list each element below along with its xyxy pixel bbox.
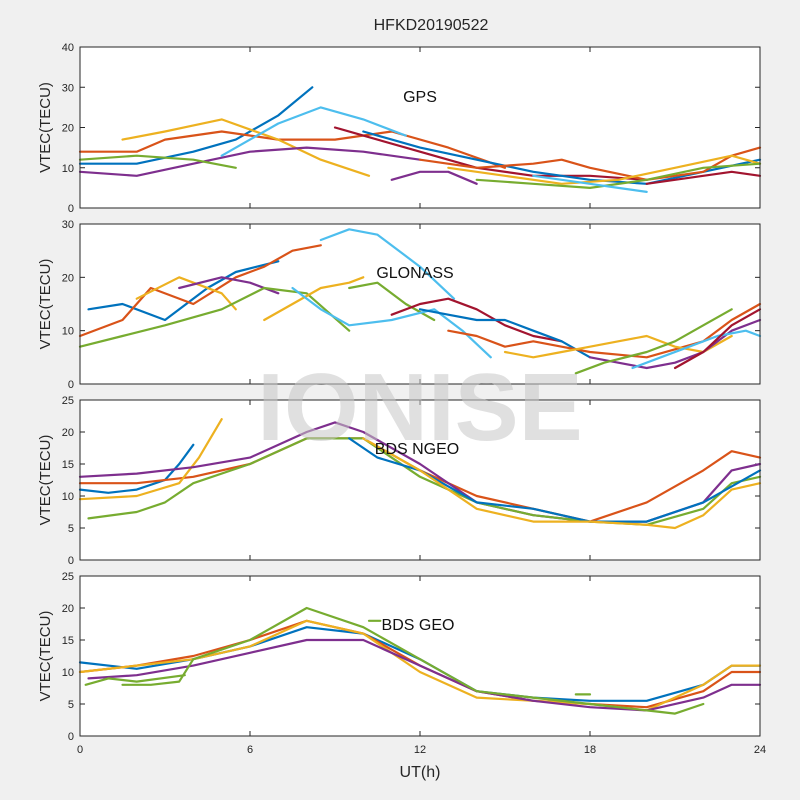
series-line-2 [135, 276, 237, 311]
series-line-9 [447, 154, 762, 185]
y-tick-label: 5 [68, 523, 74, 535]
y-axis-label: VTEC(TECU) [37, 435, 54, 526]
series-line-3 [87, 638, 762, 712]
series-line-5 [220, 106, 407, 157]
y-tick-label: 10 [62, 326, 74, 338]
y-tick-label: 20 [62, 427, 74, 439]
series-line-13 [588, 318, 762, 370]
series-line-12 [532, 174, 648, 193]
series-line-5 [348, 437, 762, 523]
series-line-0 [87, 260, 280, 322]
y-tick-label: 0 [68, 731, 74, 743]
panel-gps: 0 10 20 30 40 GPS VTEC(TECU) [37, 42, 762, 215]
plot-area [80, 400, 760, 560]
series-line-9 [390, 297, 563, 343]
watermark: IONISE [257, 354, 582, 461]
y-tick-label: 0 [68, 203, 74, 215]
series-line-2 [121, 118, 371, 177]
series-line-4 [78, 286, 351, 348]
x-tick-label: 18 [584, 744, 596, 756]
y-tick-label: 30 [62, 82, 74, 94]
y-tick-label: 30 [62, 219, 74, 231]
x-tick-label: 0 [77, 744, 83, 756]
y-tick-label: 5 [68, 699, 74, 711]
panel-title: BDS GEO [382, 617, 455, 634]
panel-bds-ngeo: 0 5 10 15 20 25 BDS NGEO VTEC(TECU) [37, 395, 762, 567]
series-line-6 [263, 276, 365, 322]
axes-box [79, 223, 761, 385]
series-line-0 [78, 443, 195, 494]
panel-title: BDS NGEO [375, 441, 459, 458]
y-tick-label: 25 [62, 395, 74, 407]
y-tick-label: 40 [62, 42, 74, 54]
axes-box [79, 46, 761, 209]
plot-area [80, 47, 760, 208]
series-line-4 [78, 154, 237, 169]
figure-title: HFKD20190522 [374, 17, 489, 34]
x-tick-label: 12 [414, 744, 426, 756]
y-tick-label: 20 [62, 603, 74, 615]
panel-bds-geo: 0 5 10 15 20 25 BDS GEO VTEC(TECU) 0 6 12 18 24 [37, 571, 766, 756]
y-axis-label: VTEC(TECU) [37, 611, 54, 702]
axes-box [79, 399, 761, 561]
y-tick-label: 20 [62, 272, 74, 284]
series-line-6 [362, 437, 762, 530]
series-line-14 [574, 308, 733, 375]
series-line-16 [673, 308, 762, 370]
y-tick-label: 0 [68, 555, 74, 567]
panel-glonass: 0 10 20 30 GLONASS VTEC(TECU) [37, 219, 762, 391]
y-axis-label: VTEC(TECU) [37, 82, 54, 173]
series-line-5 [319, 228, 456, 300]
panel-title: GLONASS [376, 265, 453, 282]
y-tick-label: 10 [62, 163, 74, 175]
panel-title: GPS [403, 89, 437, 106]
series-line-8 [291, 286, 492, 359]
series-line-5 [84, 674, 186, 686]
y-tick-label: 15 [62, 459, 74, 471]
series-line-10 [390, 170, 478, 185]
x-tick-label: 24 [754, 744, 766, 756]
y-tick-label: 15 [62, 635, 74, 647]
series-line-3 [78, 146, 422, 177]
y-axis-label: VTEC(TECU) [37, 259, 54, 350]
series-line-13 [645, 170, 762, 185]
series-line-11 [475, 162, 762, 189]
y-tick-label: 25 [62, 571, 74, 583]
y-tick-label: 0 [68, 379, 74, 391]
series-line-2 [78, 418, 223, 501]
x-axis-label: UT(h) [400, 764, 441, 781]
series-line-10 [418, 308, 592, 359]
series-line-8 [418, 146, 762, 181]
series-line-15 [631, 329, 762, 370]
x-tick-label: 6 [247, 744, 253, 756]
y-tick-label: 10 [62, 491, 74, 503]
y-tick-label: 10 [62, 667, 74, 679]
series-line-4 [87, 437, 762, 526]
axes-box [79, 575, 761, 737]
series-line-0 [78, 86, 314, 165]
y-tick-label: 20 [62, 123, 74, 135]
series-line-12 [503, 334, 733, 359]
series-line-4 [121, 606, 705, 715]
